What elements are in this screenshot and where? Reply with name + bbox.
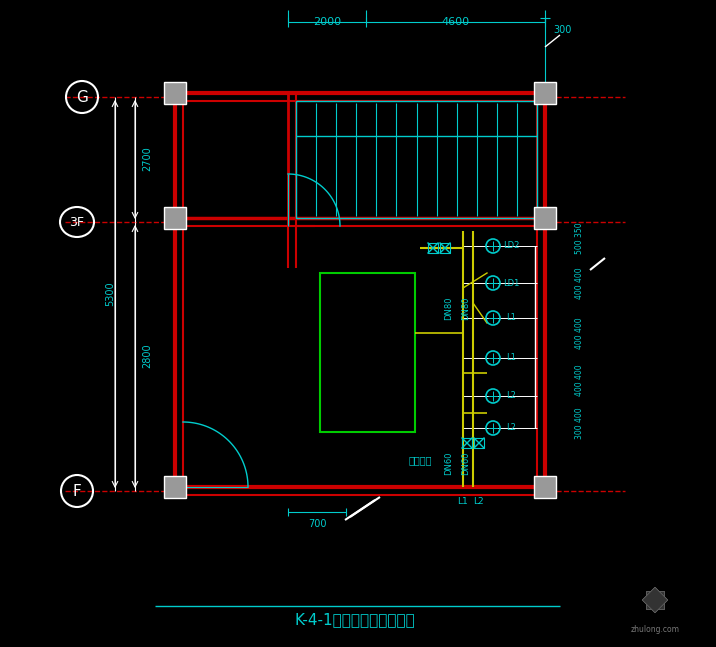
Text: F: F [72,483,82,498]
Text: DN80: DN80 [462,296,470,320]
Bar [164,476,186,498]
Text: 700: 700 [308,519,326,529]
Bar [646,591,664,609]
Text: L1: L1 [506,353,516,362]
Text: 300 400: 300 400 [576,407,584,439]
Text: L2: L2 [473,496,483,505]
Text: 400 400: 400 400 [576,317,584,349]
Bar [534,82,556,104]
Bar [164,207,186,229]
Bar [164,476,186,498]
Text: G: G [76,89,88,105]
Text: 400 400: 400 400 [576,267,584,299]
Text: 2000: 2000 [313,17,341,27]
Bar [534,476,556,498]
Text: L2: L2 [506,424,516,432]
Text: 400 400: 400 400 [576,364,584,396]
Text: LD1: LD1 [503,278,519,287]
Text: DN80: DN80 [445,296,453,320]
Text: DN60: DN60 [462,451,470,475]
Bar [534,476,556,498]
Bar [320,273,415,432]
Text: 3F: 3F [69,215,84,228]
Bar [534,207,556,229]
Text: L1: L1 [506,314,516,322]
Bar [646,591,664,609]
Bar [642,587,668,613]
Text: 2800: 2800 [142,344,152,368]
Text: 500 350: 500 350 [576,222,584,254]
Bar [534,82,556,104]
Bar [534,207,556,229]
Bar [164,82,186,104]
Text: LD2: LD2 [503,241,519,250]
Text: 2700: 2700 [142,147,152,171]
Text: DN60: DN60 [445,451,453,475]
Text: 5300: 5300 [105,281,115,306]
Text: zhulong.com: zhulong.com [631,626,679,635]
Text: K-4-1空调机房水管平面图: K-4-1空调机房水管平面图 [294,613,415,628]
Bar [642,587,668,613]
Text: 300: 300 [553,25,572,35]
Text: 空调机房: 空调机房 [408,455,432,465]
Bar [296,101,537,218]
Text: 4600: 4600 [441,17,469,27]
Text: L1: L1 [458,496,468,505]
Bar [164,207,186,229]
Bar [164,82,186,104]
Text: L2: L2 [506,391,516,400]
